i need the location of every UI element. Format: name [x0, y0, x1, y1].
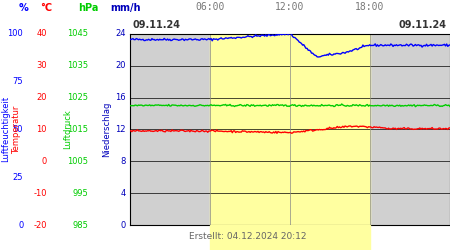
Text: 09.11.24: 09.11.24 [133, 20, 181, 30]
Text: 1025: 1025 [67, 93, 88, 102]
Text: 995: 995 [72, 188, 88, 198]
Text: 06:00: 06:00 [195, 2, 225, 12]
Text: 1005: 1005 [67, 157, 88, 166]
Text: 75: 75 [13, 77, 23, 86]
Text: 100: 100 [8, 29, 23, 38]
Text: 10: 10 [36, 125, 47, 134]
Text: 20: 20 [115, 61, 126, 70]
Text: 30: 30 [36, 61, 47, 70]
Text: 20: 20 [36, 93, 47, 102]
Text: Temperatur: Temperatur [12, 105, 21, 154]
Text: 0: 0 [41, 157, 47, 166]
Text: -10: -10 [33, 188, 47, 198]
Text: 0: 0 [18, 220, 23, 230]
Text: hPa: hPa [78, 4, 98, 14]
Text: 8: 8 [120, 157, 126, 166]
Text: 985: 985 [72, 220, 88, 230]
Text: Niederschlag: Niederschlag [102, 102, 111, 157]
Bar [210, 34, 370, 225]
Text: 1035: 1035 [67, 61, 88, 70]
Text: 50: 50 [13, 125, 23, 134]
Text: 0: 0 [121, 220, 126, 230]
Text: 12:00: 12:00 [275, 2, 305, 12]
Text: 16: 16 [115, 93, 126, 102]
Text: -20: -20 [33, 220, 47, 230]
Text: Luftfeuchtigkeit: Luftfeuchtigkeit [1, 96, 10, 162]
Text: mm/h: mm/h [110, 4, 141, 14]
Text: %: % [18, 4, 28, 14]
Text: 25: 25 [13, 173, 23, 182]
Bar [210, 225, 370, 250]
Text: 09.11.24: 09.11.24 [399, 20, 447, 30]
Text: 24: 24 [115, 29, 126, 38]
Text: °C: °C [40, 4, 53, 14]
Text: 12: 12 [115, 125, 126, 134]
Text: 4: 4 [121, 188, 126, 198]
Text: 40: 40 [36, 29, 47, 38]
Text: Luftdruck: Luftdruck [63, 110, 72, 149]
Text: 18:00: 18:00 [355, 2, 385, 12]
Text: Erstellt: 04.12.2024 20:12: Erstellt: 04.12.2024 20:12 [189, 232, 307, 241]
Text: 1015: 1015 [67, 125, 88, 134]
Text: 1045: 1045 [67, 29, 88, 38]
